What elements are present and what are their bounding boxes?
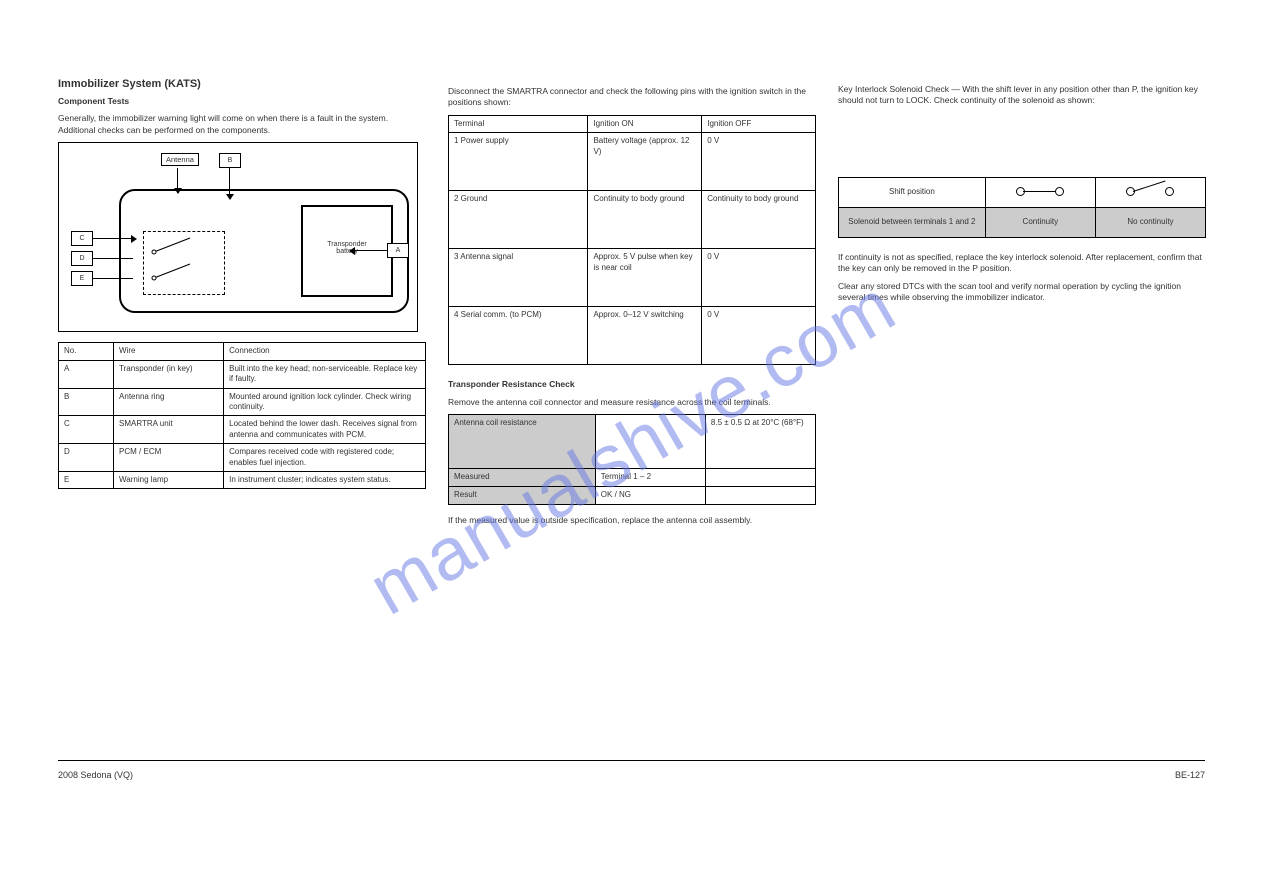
footer-left: 2008 Sedona (VQ)	[58, 770, 133, 780]
switch-symbol	[144, 232, 226, 296]
terminal-table: Terminal Ignition ON Ignition OFF 1 Powe…	[448, 115, 816, 365]
diagram-label-antenna: Antenna	[161, 153, 199, 166]
arrow-line	[177, 168, 178, 190]
subsection-title: Transponder Resistance Check	[448, 379, 816, 390]
arrow-head-icon	[131, 235, 137, 243]
table-header: Wire	[114, 343, 224, 360]
solenoid-table: Shift position Solenoid between terminal…	[838, 177, 1206, 238]
antenna-coil-outline	[143, 231, 225, 295]
body-text: Clear any stored DTCs with the scan tool…	[838, 281, 1206, 304]
table-row: BAntenna ringMounted around ignition loc…	[59, 388, 426, 416]
switch-open-icon	[1095, 177, 1205, 207]
table-row: EWarning lampIn instrument cluster; indi…	[59, 471, 426, 488]
diagram-box-c: C	[71, 231, 93, 246]
table-row: 2 GroundContinuity to body groundContinu…	[449, 191, 816, 249]
table-row: Solenoid between terminals 1 and 2 Conti…	[839, 207, 1206, 237]
footer-divider	[58, 760, 1205, 761]
body-text: Generally, the immobilizer warning light…	[58, 113, 426, 136]
key-body-outline: Transponder battery	[119, 189, 409, 313]
table-header-row: Terminal Ignition ON Ignition OFF	[449, 115, 816, 132]
table-row: Measured Terminal 1 – 2	[449, 469, 816, 487]
table-row: Shift position	[839, 177, 1206, 207]
arrow-head-icon	[349, 247, 355, 255]
right-column: Key Interlock Solenoid Check — With the …	[838, 84, 1206, 310]
arrow-line	[353, 250, 387, 251]
arrow-line	[93, 238, 133, 239]
manual-page: manualshive.com Immobilizer System (KATS…	[0, 0, 1263, 893]
diagram-box-e: E	[71, 271, 93, 286]
body-text: Disconnect the SMARTRA connector and che…	[448, 86, 816, 109]
arrow-line	[93, 278, 133, 279]
body-text: Key Interlock Solenoid Check — With the …	[838, 84, 1206, 107]
diagram-box-d: D	[71, 251, 93, 266]
table-row: CSMARTRA unitLocated behind the lower da…	[59, 416, 426, 444]
body-text: If continuity is not as specified, repla…	[838, 252, 1206, 275]
table-row: DPCM / ECMCompares received code with re…	[59, 444, 426, 472]
table-row: 3 Antenna signalApprox. 5 V pulse when k…	[449, 249, 816, 307]
section-subtitle: Component Tests	[58, 96, 426, 107]
diagram-box-b: B	[219, 153, 241, 168]
table-header: Connection	[224, 343, 426, 360]
diagram-box-a: A	[387, 243, 409, 258]
table-header: No.	[59, 343, 114, 360]
table-row: ATransponder (in key)Built into the key …	[59, 360, 426, 388]
section-title: Immobilizer System (KATS)	[58, 78, 426, 90]
component-table: No. Wire Connection ATransponder (in key…	[58, 342, 426, 489]
transponder-battery-box: Transponder battery	[301, 205, 393, 297]
footer-right: BE-127	[1175, 770, 1205, 780]
table-row: Antenna coil resistance 8.5 ± 0.5 Ω at 2…	[449, 415, 816, 469]
arrow-line	[93, 258, 133, 259]
left-column: Immobilizer System (KATS) Component Test…	[58, 78, 426, 489]
component-diagram: Antenna B Transponder batt	[58, 142, 418, 332]
resistance-table: Antenna coil resistance 8.5 ± 0.5 Ω at 2…	[448, 414, 816, 505]
middle-column: Disconnect the SMARTRA connector and che…	[448, 86, 816, 533]
switch-closed-icon	[985, 177, 1095, 207]
table-row: Result OK / NG	[449, 487, 816, 505]
table-header-row: No. Wire Connection	[59, 343, 426, 360]
table-row: 4 Serial comm. (to PCM)Approx. 0–12 V sw…	[449, 307, 816, 365]
body-text: Remove the antenna coil connector and me…	[448, 397, 816, 408]
table-row: 1 Power supplyBattery voltage (approx. 1…	[449, 133, 816, 191]
battery-label-1: Transponder	[303, 241, 391, 248]
body-text: If the measured value is outside specifi…	[448, 515, 816, 526]
